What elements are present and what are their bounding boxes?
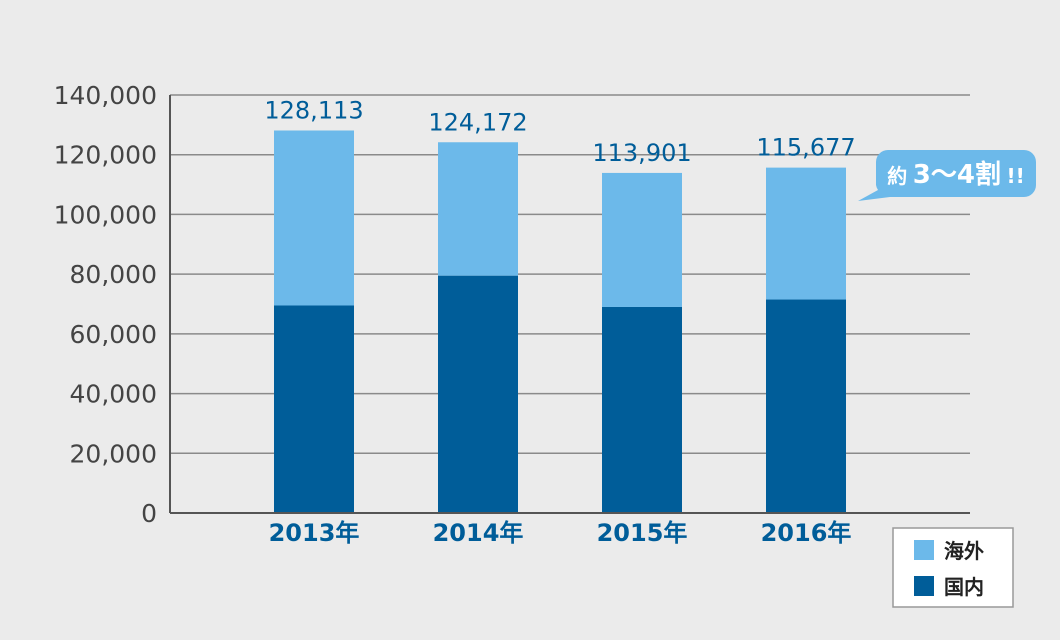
x-axis-tick-labels: 2013年 2014年 2015年 2016年 <box>269 519 852 547</box>
callout-bubble-shape <box>858 150 1036 201</box>
bar-overseas <box>438 142 518 276</box>
callout-prefix: 約 <box>887 164 907 188</box>
x-tick-label: 2015年 <box>597 519 688 547</box>
bar-overseas <box>274 130 354 306</box>
x-tick-label: 2014年 <box>433 519 524 547</box>
bar-overseas <box>766 167 846 300</box>
legend-label-overseas: 海外 <box>944 539 984 563</box>
y-tick-label: 80,000 <box>70 260 157 289</box>
bar-total-label: 113,901 <box>592 139 691 167</box>
legend-swatch-domestic <box>914 576 934 596</box>
bar-total-label: 128,113 <box>264 96 363 124</box>
y-tick-label: 140,000 <box>54 81 157 110</box>
callout-main: 3～4割 <box>913 159 1001 190</box>
x-tick-label: 2016年 <box>761 519 852 547</box>
y-tick-label: 60,000 <box>70 320 157 349</box>
y-axis-tick-labels: 0 20,000 40,000 60,000 80,000 100,000 120,000 1… <box>54 81 157 528</box>
callout-suffix: !! <box>1007 164 1025 188</box>
bars <box>274 130 846 513</box>
y-tick-label: 100,000 <box>54 200 157 229</box>
legend: 海外 国内 <box>892 527 1014 608</box>
y-tick-label: 0 <box>141 499 157 528</box>
y-tick-label: 20,000 <box>70 439 157 468</box>
y-tick-label: 40,000 <box>70 380 157 409</box>
bar-domestic <box>602 306 682 513</box>
bar-total-labels: 128,113 124,172 113,901 115,677 <box>264 96 855 166</box>
legend-box <box>892 527 1014 608</box>
bar-total-label: 124,172 <box>428 108 527 136</box>
y-tick-label: 120,000 <box>54 141 157 170</box>
bar-total-label: 115,677 <box>756 134 855 162</box>
callout-bubble: 約 3～4割 !! <box>858 150 1036 201</box>
bar-domestic <box>766 299 846 513</box>
legend-label-domestic: 国内 <box>944 575 984 599</box>
bar-domestic <box>274 305 354 513</box>
bar-domestic <box>438 275 518 513</box>
bar-overseas <box>602 172 682 307</box>
legend-swatch-overseas <box>914 540 934 560</box>
x-tick-label: 2013年 <box>269 519 360 547</box>
callout-text: 約 3～4割 !! <box>887 159 1025 190</box>
